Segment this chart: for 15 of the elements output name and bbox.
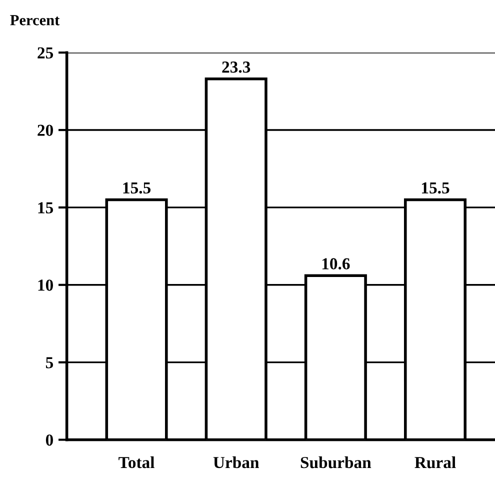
x-tick-label: Suburban	[300, 456, 372, 468]
data-label: 15.5	[123, 182, 150, 194]
y-tick-label: 0	[46, 434, 53, 446]
y-axis-title: Percent	[10, 15, 60, 26]
y-tick-label: 20	[38, 124, 53, 136]
x-tick-label: Total	[118, 456, 154, 468]
x-tick-label: Urban	[213, 456, 260, 468]
y-tick-label: 10	[38, 280, 53, 291]
data-label: 10.6	[322, 258, 350, 270]
y-tick-label: 5	[46, 357, 54, 368]
data-label: 23.3	[222, 62, 250, 73]
x-tick-label: Rural	[414, 456, 456, 468]
data-label: 15.5	[422, 182, 450, 194]
y-tick-label: 15	[38, 202, 54, 214]
y-tick-label: 25	[38, 47, 54, 59]
